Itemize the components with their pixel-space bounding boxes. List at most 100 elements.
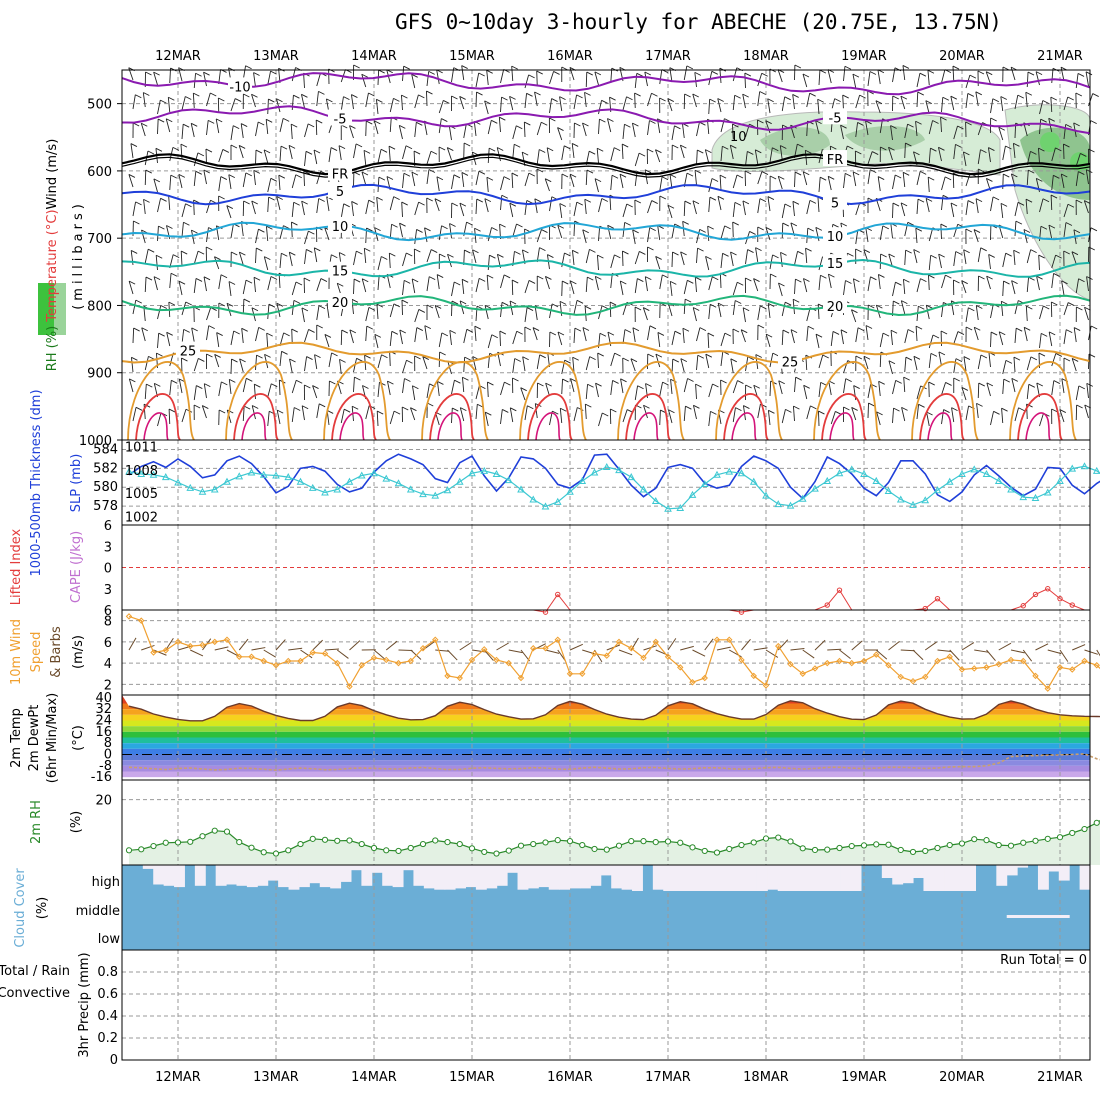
wind-barb-flag bbox=[362, 385, 369, 389]
wind-barb-flag bbox=[308, 329, 315, 333]
wind-barb bbox=[683, 378, 688, 393]
wind-barb bbox=[634, 278, 638, 294]
wind-barb bbox=[181, 96, 186, 111]
wind-barb-flag bbox=[258, 228, 265, 233]
wind-barb bbox=[867, 169, 871, 185]
wind-barb-flag bbox=[559, 203, 567, 207]
wind-barb-flag bbox=[768, 409, 775, 414]
wind-barb-flag bbox=[974, 326, 981, 331]
wind-barb bbox=[830, 331, 834, 347]
cloud-high-bar bbox=[309, 865, 321, 884]
wind10m-point bbox=[297, 657, 304, 665]
cloud-high-bar bbox=[819, 865, 831, 891]
wind-barb-flag bbox=[900, 95, 908, 100]
wind-barb bbox=[765, 120, 771, 134]
wind-barb-10m bbox=[483, 649, 494, 661]
wind-barb bbox=[536, 122, 542, 136]
wind-barb bbox=[938, 254, 942, 269]
wind-barb-flag bbox=[216, 332, 223, 336]
wind-barb bbox=[361, 171, 367, 186]
wind-barb bbox=[696, 327, 701, 342]
wind-barb-flag bbox=[514, 250, 521, 255]
cape-ylabel-text: CAPE (J/kg) bbox=[69, 531, 84, 603]
rh2m-area bbox=[129, 820, 1100, 865]
wind-barb bbox=[694, 277, 697, 293]
wind-barb-flag bbox=[168, 408, 176, 413]
wind-barb-flag bbox=[387, 380, 394, 385]
wind-barb-flag bbox=[795, 376, 802, 381]
wind-barb bbox=[512, 358, 516, 374]
wind-barb-flag bbox=[707, 332, 715, 337]
isotherm-label: FR bbox=[332, 168, 349, 183]
slp-point bbox=[468, 469, 476, 477]
wind-barb bbox=[500, 97, 502, 113]
wind-barb bbox=[696, 248, 698, 264]
wind-barb-flag bbox=[377, 410, 384, 415]
wind-barb-flag bbox=[893, 300, 900, 305]
wind-barb bbox=[916, 92, 919, 108]
wind-barb bbox=[777, 176, 783, 190]
wind-barb bbox=[806, 93, 811, 108]
wind10m-point bbox=[1032, 672, 1039, 680]
wind10m-point bbox=[860, 657, 868, 665]
wind-barb-flag bbox=[680, 144, 687, 149]
wind-barb bbox=[1050, 195, 1053, 211]
isotherm-cell bbox=[829, 412, 855, 441]
wind-barb bbox=[732, 282, 738, 296]
wind-barb bbox=[610, 68, 613, 84]
wind-barb-flag bbox=[307, 123, 315, 128]
slp-point bbox=[884, 486, 893, 494]
wind-barb bbox=[692, 200, 697, 215]
rh2m-point bbox=[1093, 819, 1100, 826]
wind-barb bbox=[484, 305, 489, 320]
lifted-index-point bbox=[1045, 586, 1051, 592]
isotherm-cell bbox=[339, 412, 365, 441]
wind-barb bbox=[585, 170, 588, 186]
wind-barb bbox=[622, 203, 628, 218]
isotherm-label-bg bbox=[328, 164, 352, 181]
wind10m-point bbox=[554, 636, 561, 643]
wind10m-point bbox=[162, 647, 169, 654]
wind-barb-flag bbox=[744, 170, 752, 175]
wind-barb bbox=[1039, 305, 1044, 320]
wind-barb bbox=[472, 249, 477, 264]
wind-barb-flag bbox=[427, 402, 434, 407]
wind-barb bbox=[375, 99, 379, 115]
wind-barb-flag bbox=[907, 329, 915, 333]
wind-barb bbox=[1071, 358, 1077, 372]
wind-barb bbox=[634, 93, 636, 109]
wind-barb bbox=[351, 299, 354, 315]
slp-point bbox=[272, 471, 280, 479]
wind-barb bbox=[472, 356, 477, 371]
wind-barb-flag bbox=[461, 65, 468, 69]
wind-barb bbox=[401, 202, 403, 218]
wind-barb-flag bbox=[730, 251, 737, 256]
wind-barb bbox=[1071, 251, 1077, 265]
wind-barb bbox=[486, 275, 489, 291]
wind-barb bbox=[900, 202, 906, 217]
wind-barb-flag bbox=[695, 276, 702, 281]
wind-barb-flag bbox=[978, 275, 985, 280]
wind-barb-flag bbox=[203, 276, 211, 281]
cloud-high-bar bbox=[236, 865, 248, 886]
wind-barb bbox=[879, 225, 884, 241]
cloud-high-bar bbox=[215, 865, 227, 886]
wind-barb bbox=[353, 377, 355, 393]
wind-barb bbox=[717, 303, 722, 318]
rh2m-point bbox=[150, 842, 157, 850]
wind-barb bbox=[301, 94, 305, 109]
x-tick-label-bottom: 16MAR bbox=[547, 1070, 593, 1085]
wind-barb bbox=[938, 351, 942, 367]
rh2m-point bbox=[419, 840, 427, 848]
wind-barb-flag bbox=[572, 249, 579, 254]
cloud-high-bar bbox=[756, 865, 768, 891]
run-total: Run Total = 0 bbox=[1000, 953, 1087, 968]
wind-barb-flag bbox=[564, 252, 571, 257]
wind-barb-flag bbox=[794, 64, 802, 69]
wind-barb bbox=[316, 91, 319, 107]
wind-barb-flag bbox=[622, 250, 629, 255]
wind-barb bbox=[855, 202, 861, 216]
wind-barb-flag bbox=[609, 96, 616, 101]
wind-barb bbox=[977, 354, 982, 370]
rh-shading bbox=[760, 127, 830, 156]
